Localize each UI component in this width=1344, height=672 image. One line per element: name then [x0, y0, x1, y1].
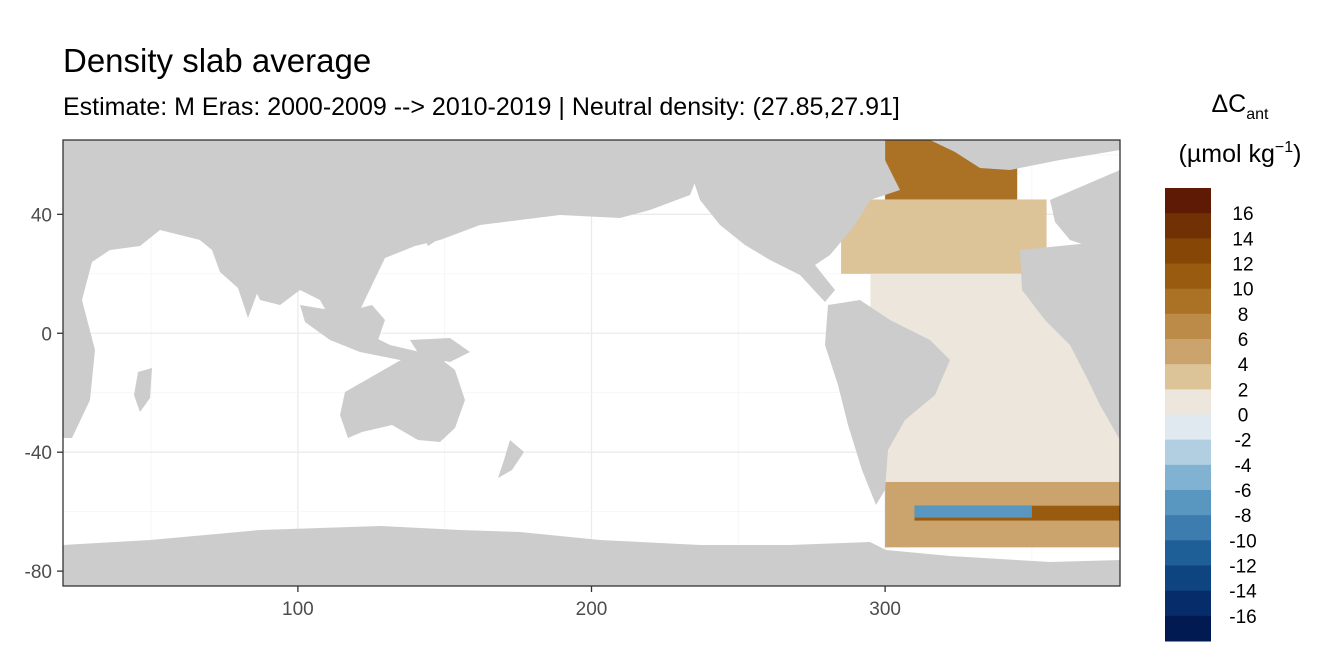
legend-tick-label: -4	[1235, 456, 1252, 477]
legend-swatch	[1165, 414, 1211, 441]
legend-tick-label: 16	[1232, 204, 1253, 225]
land-india	[212, 250, 265, 318]
legend-tick-label: 14	[1232, 229, 1254, 250]
legend-swatch	[1165, 439, 1211, 466]
land-north-america	[600, 140, 900, 302]
chart-title: Density slab average	[63, 42, 372, 79]
y-tick-label: -40	[25, 443, 52, 464]
land-madagascar	[134, 368, 152, 412]
land-australia	[340, 352, 465, 442]
legend-swatch	[1165, 238, 1211, 264]
legend-swatch	[1165, 515, 1211, 541]
legend-unit-main: (µmol kg	[1179, 140, 1275, 168]
legend-tick-label: 8	[1238, 305, 1249, 326]
land-new-zealand	[498, 440, 524, 478]
legend-tick-label: -8	[1235, 506, 1252, 527]
legend-tick-label: -10	[1229, 531, 1256, 552]
legend-tick-label: 6	[1238, 330, 1249, 351]
legend-unit: (µmol kg−1)	[1179, 139, 1302, 168]
legend-swatch	[1165, 615, 1211, 642]
chart-subtitle: Estimate: M Eras: 2000-2009 --> 2010-201…	[63, 93, 900, 121]
land-greenland	[930, 140, 1120, 170]
land-africa	[1020, 240, 1120, 440]
land-asia	[150, 140, 745, 340]
legend-tick-label: -2	[1235, 431, 1252, 452]
y-tick-label: 0	[41, 324, 52, 345]
x-axis: 100 200 300	[282, 586, 901, 620]
legend-unit-close: )	[1293, 140, 1301, 168]
legend-title-main: ΔC	[1211, 90, 1246, 118]
legend-swatch	[1165, 364, 1211, 390]
legend-swatch	[1165, 313, 1211, 340]
legend-swatch	[1165, 263, 1211, 290]
x-tick-label: 200	[576, 599, 608, 620]
legend-swatch	[1165, 288, 1211, 315]
legend-swatch	[1165, 339, 1211, 365]
legend-tick-label: 2	[1238, 380, 1249, 401]
legend-swatch	[1165, 188, 1211, 214]
legend-tick-label: -6	[1235, 481, 1252, 502]
legend-swatch	[1165, 213, 1211, 239]
land-antarctica	[63, 526, 1120, 586]
land-south-america	[825, 300, 950, 505]
land-japan	[420, 205, 460, 246]
land-mask	[63, 140, 1120, 586]
x-tick-label: 300	[869, 599, 901, 620]
land-indonesia	[300, 305, 450, 364]
land-europe	[1050, 170, 1120, 250]
legend-tick-label: 4	[1238, 355, 1249, 376]
legend-swatch	[1165, 389, 1211, 415]
legend-swatch	[1165, 590, 1211, 617]
y-axis: 40 0 -40 -80	[25, 205, 63, 583]
legend-swatch	[1165, 540, 1211, 566]
legend-title: ΔCant	[1211, 90, 1269, 123]
legend-tick-label: 0	[1238, 406, 1249, 427]
legend-swatch	[1165, 490, 1211, 516]
data-region	[914, 505, 1032, 518]
legend-tick-label: -16	[1229, 607, 1256, 628]
x-tick-label: 100	[282, 599, 314, 620]
legend-unit-sup: −1	[1275, 139, 1293, 156]
land-borneo	[342, 305, 385, 345]
legend-title-sub: ant	[1246, 106, 1269, 123]
legend-tick-label: 12	[1232, 255, 1253, 276]
legend-tick-label: -14	[1229, 582, 1257, 603]
legend-tick-label: -12	[1229, 557, 1256, 578]
legend: ΔCant (µmol kg−1) 16 14 12 10 8 6 4 2 0 -2 -4 -6 -8 -…	[1165, 90, 1301, 642]
data-region	[841, 199, 1047, 274]
legend-tick-label: 10	[1232, 280, 1253, 301]
legend-swatch	[1165, 464, 1211, 491]
legend-swatch	[1165, 565, 1211, 592]
legend-colorbar	[1165, 188, 1211, 642]
y-tick-label: -80	[25, 562, 52, 583]
y-tick-label: 40	[31, 205, 52, 226]
legend-labels: 16 14 12 10 8 6 4 2 0 -2 -4 -6 -8 -10 -12 -14 -16	[1229, 204, 1257, 628]
